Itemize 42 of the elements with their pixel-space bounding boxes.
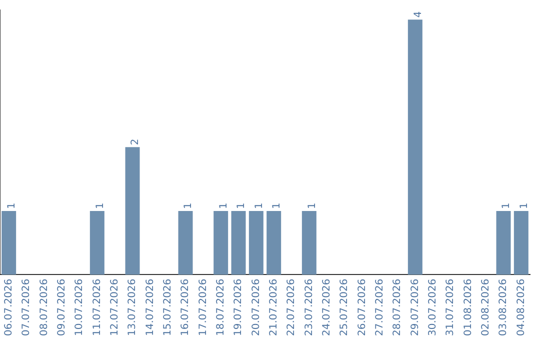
- x-tick-label: 23.07.2026: [304, 278, 315, 336]
- x-tick-label: 30.07.2026: [427, 278, 438, 336]
- x-tick-label: 27.07.2026: [374, 278, 386, 336]
- data-label: 1: [518, 202, 530, 209]
- x-tick-label: 28.07.2026: [392, 278, 404, 336]
- x-tick-label: 09.07.2026: [56, 278, 68, 336]
- data-label: 1: [94, 202, 106, 209]
- x-tick-label: 03.08.2026: [498, 278, 510, 336]
- data-label: 4: [412, 11, 424, 18]
- x-tick-label: 26.07.2026: [356, 278, 368, 336]
- x-tick-label: 19.07.2026: [233, 278, 244, 336]
- x-tick-label: 11.07.2026: [92, 278, 103, 336]
- x-tick-label: 10.07.2026: [74, 278, 86, 336]
- data-label: 1: [271, 202, 282, 209]
- x-tick-label: 29.07.2026: [410, 278, 421, 336]
- x-tick-label: 02.08.2026: [480, 278, 492, 336]
- x-tick-label: 15.07.2026: [162, 278, 174, 336]
- x-tick-label: 20.07.2026: [250, 278, 262, 336]
- x-tick-label: 12.07.2026: [109, 278, 120, 336]
- x-tick-label: 21.07.2026: [268, 278, 280, 336]
- x-tick-label: 07.07.2026: [21, 278, 32, 336]
- data-label: 1: [236, 202, 248, 209]
- data-label: 1: [6, 202, 18, 209]
- x-tick-label: 17.07.2026: [198, 278, 209, 336]
- x-tick-label: 08.07.2026: [38, 278, 50, 336]
- data-label: 1: [501, 202, 512, 209]
- x-tick-label: 04.08.2026: [516, 278, 527, 336]
- x-tick-label: 06.07.2026: [3, 278, 14, 336]
- data-label: 1: [218, 202, 230, 209]
- x-tick-label: 24.07.2026: [321, 278, 332, 336]
- x-tick-label: 13.07.2026: [127, 278, 138, 336]
- data-label: 1: [183, 202, 194, 209]
- x-tick-label: 14.07.2026: [144, 278, 156, 336]
- x-tick-label: 18.07.2026: [215, 278, 226, 336]
- x-tick-label: 31.07.2026: [445, 278, 456, 336]
- data-label: 2: [130, 138, 142, 146]
- data-label: 1: [306, 202, 318, 209]
- x-tick-label: 01.08.2026: [462, 278, 474, 336]
- x-tick-label: 22.07.2026: [286, 278, 298, 336]
- data-label: 1: [254, 202, 265, 209]
- x-tick-label: 16.07.2026: [180, 278, 192, 336]
- x-tick-label: 25.07.2026: [339, 278, 350, 336]
